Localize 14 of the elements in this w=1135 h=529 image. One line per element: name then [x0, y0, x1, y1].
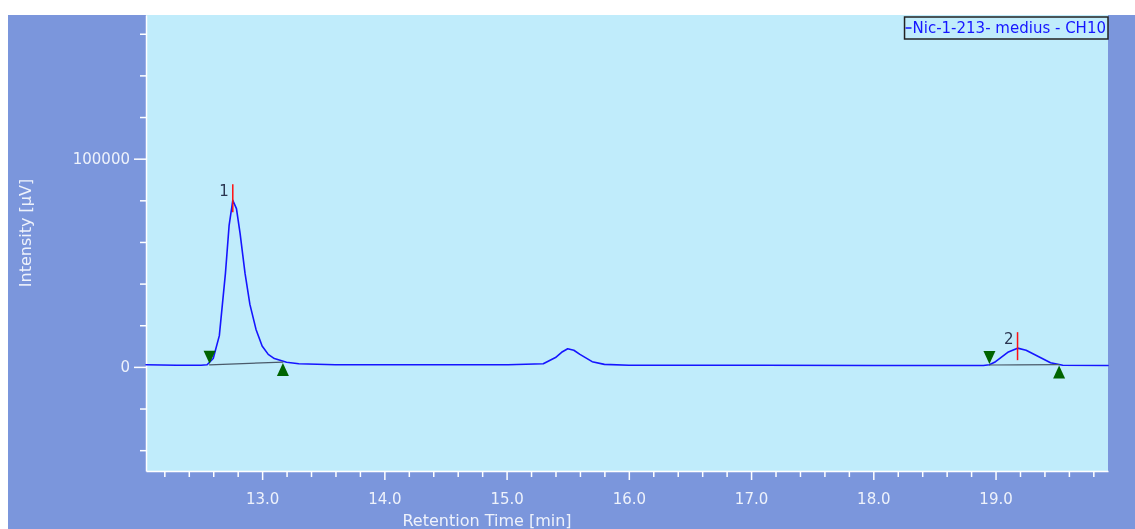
x-tick-label: 13.0	[245, 490, 280, 508]
y-tick-label: 0	[120, 358, 130, 377]
y-axis-title: Intensity [µV]	[16, 178, 35, 288]
x-tick-label: 16.0	[612, 490, 647, 508]
x-tick-label: 19.0	[979, 490, 1013, 508]
y-tick-label: 100000	[72, 149, 130, 168]
x-tick-label: 15.0	[490, 490, 524, 508]
annotation: 1	[219, 182, 229, 201]
annotation: 2	[1004, 330, 1014, 349]
x-axis-title: Retention Time [min]	[402, 511, 572, 529]
legend-label: Nic-1-213- medius - CH10	[912, 19, 1106, 37]
x-tick-label: 18.0	[857, 490, 891, 508]
x-tick-label: 14.0	[368, 490, 402, 508]
x-tick-label: 17.0	[734, 490, 769, 508]
